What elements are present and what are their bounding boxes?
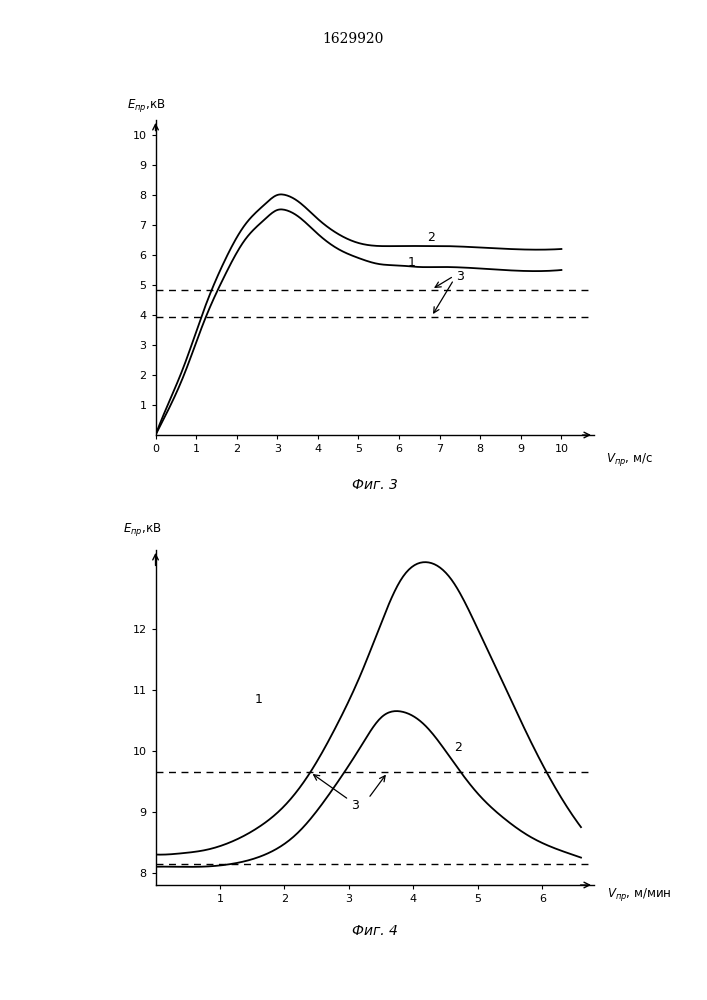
Text: 1: 1 bbox=[255, 693, 262, 706]
Text: $V_{пр}$, м/мин: $V_{пр}$, м/мин bbox=[607, 886, 671, 903]
Text: $V_{пр}$, м/с: $V_{пр}$, м/с bbox=[606, 450, 653, 468]
Text: 3: 3 bbox=[456, 270, 464, 283]
Text: 2: 2 bbox=[455, 741, 462, 754]
Text: 1629920: 1629920 bbox=[323, 32, 384, 46]
Text: 2: 2 bbox=[428, 231, 436, 244]
Text: $E_{пр}$,кВ: $E_{пр}$,кВ bbox=[127, 97, 165, 114]
Text: Фиг. 3: Фиг. 3 bbox=[352, 478, 397, 492]
Text: 1: 1 bbox=[407, 256, 415, 269]
Text: Фиг. 4: Фиг. 4 bbox=[352, 924, 397, 938]
Text: $E_{пр}$,кВ: $E_{пр}$,кВ bbox=[123, 521, 162, 538]
Text: 3: 3 bbox=[351, 799, 359, 812]
